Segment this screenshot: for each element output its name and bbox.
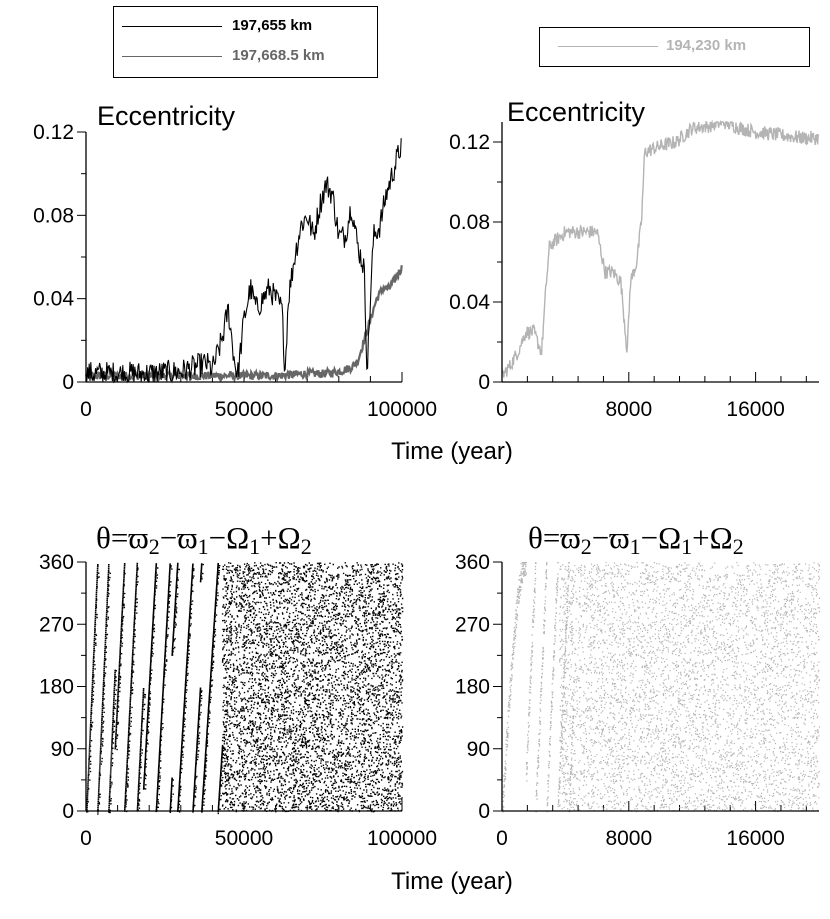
legend-entry-197655: 197,655 km (122, 17, 372, 37)
scatter-points (502, 562, 821, 813)
y-tick-label: 0 (62, 371, 74, 394)
x-tick-label: 8000 (605, 398, 652, 421)
y-tick-label: 270 (39, 613, 74, 636)
panel-title: Eccentricity (97, 101, 236, 131)
y-tick-label: 0 (62, 800, 74, 823)
y-tick-label: 0.12 (449, 131, 490, 154)
x-axis-label-top: Time (year) (391, 438, 513, 465)
series-line-194230 (501, 119, 820, 378)
y-tick-label: 0.04 (33, 288, 74, 311)
x-tick-label: 100000 (367, 827, 437, 850)
x-tick-label: 8000 (605, 827, 652, 850)
series-line-197668 (84, 265, 403, 384)
x-tick-label: 0 (80, 398, 92, 421)
legend-label-197668: 197,668.5 km (232, 47, 325, 64)
y-tick-label: 0.12 (33, 121, 74, 144)
x-axis-label-bottom: Time (year) (391, 868, 513, 895)
x-tick-label: 0 (80, 827, 92, 850)
y-tick-label: 90 (51, 738, 74, 761)
x-tick-label: 100000 (367, 398, 437, 421)
y-tick-label: 0 (478, 371, 490, 394)
panel-4: 0 8000 16000 0 90 180 270 360 θ=ϖ2−ϖ1−Ω1+Ω2 (455, 520, 821, 850)
scatter-points (86, 562, 404, 815)
panel-title: θ=ϖ2−ϖ1−Ω1+Ω2 (96, 520, 312, 559)
y-tick-label: 0.04 (449, 291, 490, 314)
y-tick-label: 0 (478, 800, 490, 823)
legend-label-197655: 197,655 km (232, 17, 313, 34)
panel-2: 0 8000 16000 0 0.04 0.08 0.12 Eccentricity (449, 97, 820, 421)
panel-title: Eccentricity (507, 97, 646, 127)
y-tick-label: 360 (455, 551, 490, 574)
legend-label-194230: 194,230 km (666, 37, 747, 54)
x-tick-label: 16000 (726, 398, 784, 421)
y-tick-label: 90 (467, 738, 490, 761)
y-tick-label: 0.08 (449, 211, 490, 234)
series-line-197655 (85, 138, 402, 384)
y-tick-label: 360 (39, 551, 74, 574)
legend-swatch-194230 (558, 46, 658, 47)
legend-swatch-197655 (122, 26, 222, 27)
legend-right: 194,230 km (539, 27, 810, 67)
panel-title: θ=ϖ2−ϖ1−Ω1+Ω2 (528, 520, 744, 559)
x-tick-label: 0 (496, 827, 508, 850)
y-tick-label: 270 (455, 613, 490, 636)
panel-3: 0 50000 100000 0 90 180 270 360 θ=ϖ2−ϖ1−Ω1+Ω2 (39, 520, 437, 850)
panel-1: 0 50000 100000 0 0.04 0.08 0.12 Eccentricity (33, 101, 437, 421)
y-tick-label: 180 (455, 676, 490, 699)
x-tick-label: 50000 (215, 398, 273, 421)
y-tick-label: 180 (39, 676, 74, 699)
legend-swatch-197668 (122, 56, 222, 57)
y-tick-label: 0.08 (33, 204, 74, 227)
x-tick-label: 50000 (215, 827, 273, 850)
legend-entry-197668: 197,668.5 km (122, 47, 372, 67)
legend-left: 197,655 km 197,668.5 km (113, 6, 378, 78)
x-tick-label: 0 (496, 398, 508, 421)
legend-entry-194230: 194,230 km (558, 37, 803, 57)
x-tick-label: 16000 (726, 827, 784, 850)
